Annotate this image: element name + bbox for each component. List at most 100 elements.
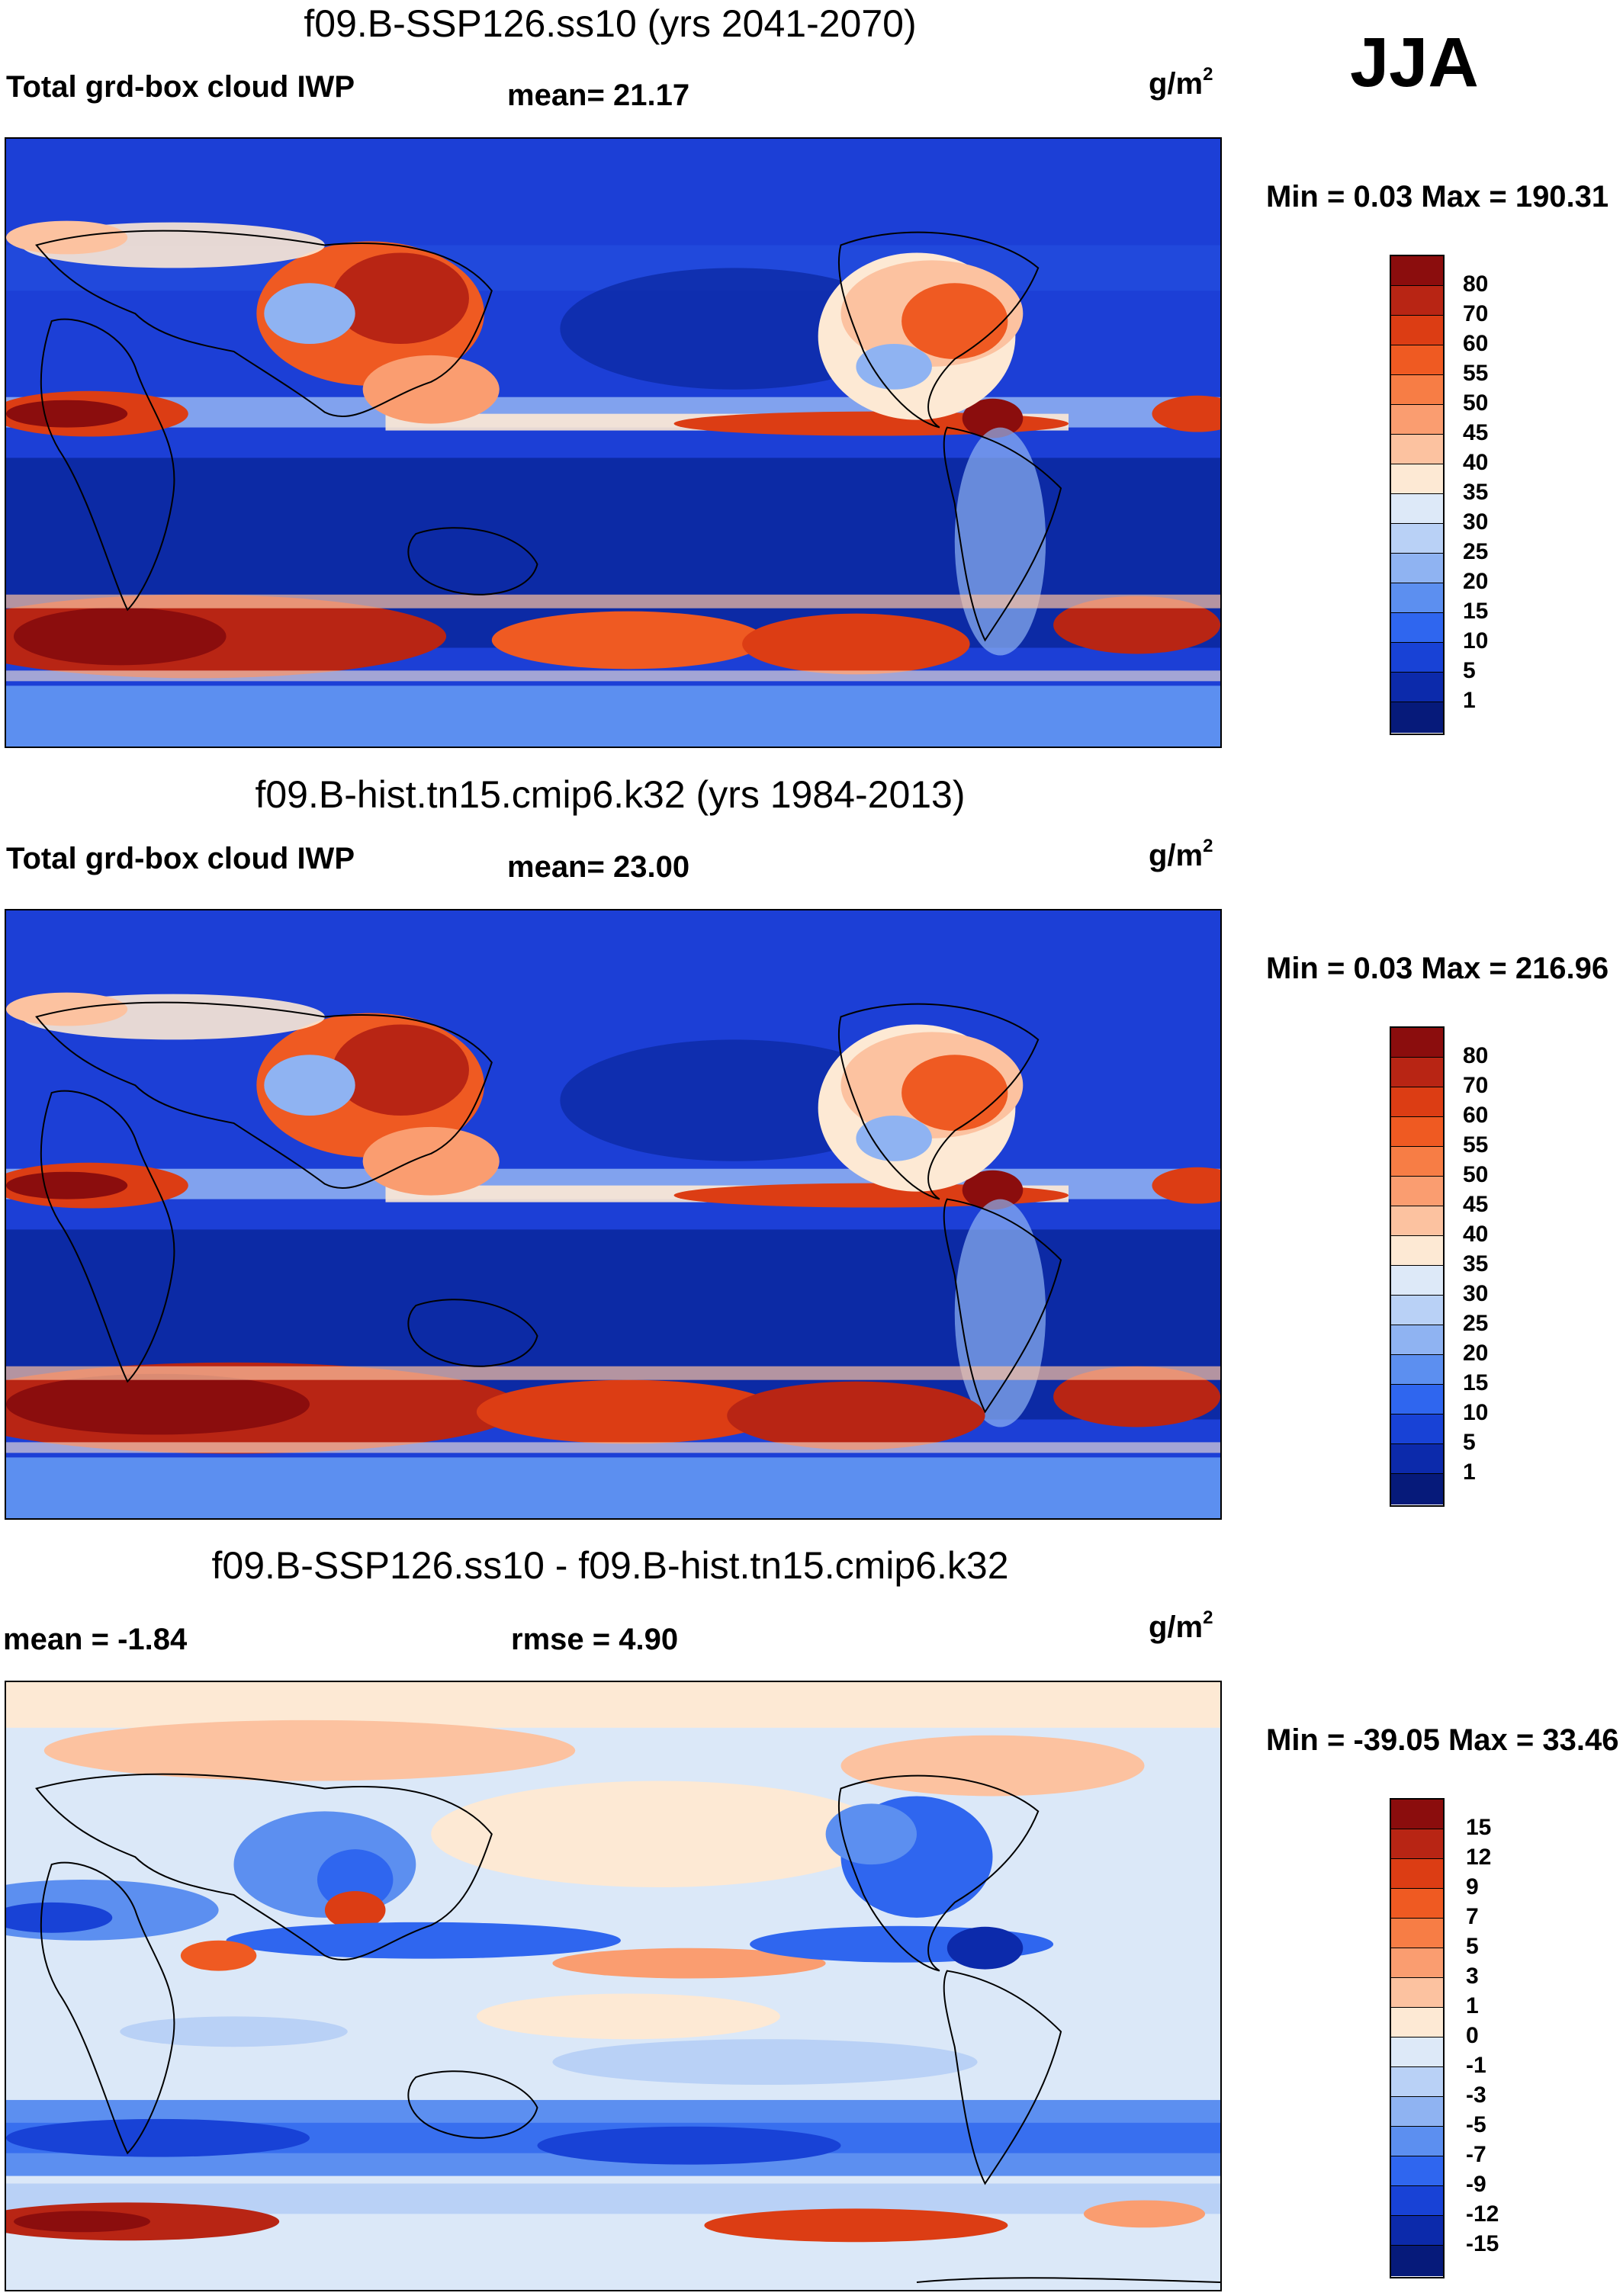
panel3-colorbar-seg: [1391, 1800, 1443, 1829]
panel1-colorbar-seg: [1391, 494, 1443, 524]
panel2-units: g/m2: [1149, 836, 1213, 872]
panel2-colorbar-seg: [1391, 1236, 1443, 1266]
panel1-colorbar-label: 15: [1463, 599, 1489, 624]
panel2-colorbar-label: 1: [1463, 1459, 1476, 1485]
panel2-colorbar-label: 55: [1463, 1132, 1489, 1158]
panel1-colorbar-seg: [1391, 643, 1443, 673]
panel2-colorbar-label: 50: [1463, 1162, 1489, 1187]
panel1-colorbar-label: 1: [1463, 688, 1476, 713]
panel3-units: g/m2: [1149, 1607, 1213, 1644]
panel3-colorbar-label: -9: [1466, 2172, 1486, 2197]
panel1-colorbar-seg: [1391, 256, 1443, 286]
panel2-mean-label: mean= 23.00: [507, 850, 690, 884]
panel1-map: [5, 137, 1222, 748]
panel3-colorbar-label: 9: [1466, 1874, 1479, 1899]
panel2-colorbar-seg: [1391, 1087, 1443, 1117]
panel2-colorbar-seg: [1391, 1474, 1443, 1504]
panel3-colorbar-seg: [1391, 2186, 1443, 2216]
panel2-colorbar-seg: [1391, 1385, 1443, 1415]
panel3-minmax: Min = -39.05 Max = 33.46: [1266, 1723, 1619, 1757]
panel3-colorbar-seg: [1391, 1948, 1443, 1978]
panel1-colorbar-label: 50: [1463, 390, 1489, 416]
panel2-colorbar-label: 10: [1463, 1400, 1489, 1425]
panel1-colorbar-label: 30: [1463, 509, 1489, 535]
panel1-colorbar-seg: [1391, 702, 1443, 733]
panel3-colorbar-seg: [1391, 2216, 1443, 2246]
panel3-map: [5, 1681, 1222, 2291]
panel3-colorbar-seg: [1391, 1889, 1443, 1919]
panel1-colorbar-seg: [1391, 286, 1443, 316]
panel2-colorbar-seg: [1391, 1355, 1443, 1385]
panel1-mean-label: mean= 21.17: [507, 79, 690, 112]
panel2-colorbar-label: 80: [1463, 1043, 1489, 1068]
panel1-colorbar-label: 45: [1463, 420, 1489, 445]
panel2-minmax: Min = 0.03 Max = 216.96: [1266, 952, 1609, 985]
panel3-colorbar-label: 15: [1466, 1815, 1492, 1840]
panel3-colorbar-label: -1: [1466, 2053, 1486, 2078]
panel2-colorbar-label: 70: [1463, 1073, 1489, 1098]
panel2-title: f09.B-hist.tn15.cmip6.k32 (yrs 1984-2013…: [255, 773, 966, 816]
panel1-minmax: Min = 0.03 Max = 190.31: [1266, 180, 1609, 214]
panel3-colorbar-seg: [1391, 2067, 1443, 2097]
panel3-colorbar: [1390, 1798, 1445, 2278]
panel3-colorbar-label: -15: [1466, 2231, 1499, 2256]
panel1-title: f09.B-SSP126.ss10 (yrs 2041-2070): [304, 2, 917, 45]
panel3-mean-label: mean = -1.84: [3, 1623, 188, 1656]
panel3-rmse-label: rmse = 4.90: [511, 1623, 679, 1656]
panel1-colorbar-label: 70: [1463, 301, 1489, 326]
panel2-colorbar-seg: [1391, 1266, 1443, 1296]
panel2-colorbar-seg: [1391, 1147, 1443, 1177]
panel1-colorbar-label: 5: [1463, 658, 1476, 683]
panel2-colorbar-seg: [1391, 1206, 1443, 1236]
panel1-colorbar-seg: [1391, 464, 1443, 494]
panel1-units: g/m2: [1149, 64, 1213, 101]
panel1-colorbar-seg: [1391, 583, 1443, 613]
panel1-colorbar-label: 60: [1463, 331, 1489, 356]
panel1-colorbar-seg: [1391, 613, 1443, 643]
panel3-colorbar-seg: [1391, 1829, 1443, 1859]
panel1-colorbar-seg: [1391, 316, 1443, 345]
panel1-colorbar-seg: [1391, 375, 1443, 405]
panel3-colorbar-label: -5: [1466, 2112, 1486, 2137]
panel3-colorbar-label: 3: [1466, 1964, 1479, 1989]
panel1-variable-label: Total grd-box cloud IWP: [6, 70, 355, 104]
panel2-colorbar-seg: [1391, 1028, 1443, 1058]
panel2-colorbar-label: 45: [1463, 1192, 1489, 1217]
panel3-colorbar-seg: [1391, 1919, 1443, 1948]
panel1-colorbar-label: 20: [1463, 569, 1489, 594]
panel1-colorbar-label: 80: [1463, 271, 1489, 297]
panel1-colorbar-seg: [1391, 524, 1443, 554]
panel3-colorbar-label: 1: [1466, 1993, 1479, 2018]
panel2-colorbar-seg: [1391, 1415, 1443, 1444]
panel2-colorbar-label: 35: [1463, 1251, 1489, 1276]
season-label: JJA: [1350, 24, 1479, 101]
panel1-colorbar-label: 10: [1463, 628, 1489, 653]
panel3-colorbar-label: -12: [1466, 2201, 1499, 2227]
panel3-title: f09.B-SSP126.ss10 - f09.B-hist.tn15.cmip…: [211, 1544, 1009, 1587]
panel2-colorbar: [1390, 1026, 1445, 1507]
panel3-colorbar-label: -3: [1466, 2082, 1486, 2108]
panel3-colorbar-label: 0: [1466, 2023, 1479, 2048]
panel1-colorbar-seg: [1391, 435, 1443, 464]
panel3-colorbar-label: 5: [1466, 1934, 1479, 1959]
panel1-colorbar-seg: [1391, 673, 1443, 702]
panel2-colorbar-label: 15: [1463, 1370, 1489, 1395]
panel3-colorbar-seg: [1391, 1859, 1443, 1889]
panel1-colorbar-label: 25: [1463, 539, 1489, 564]
panel1-colorbar-label: 55: [1463, 361, 1489, 386]
panel3-colorbar-label: -7: [1466, 2142, 1486, 2167]
panel3-colorbar-seg: [1391, 2246, 1443, 2276]
panel2-colorbar-seg: [1391, 1296, 1443, 1325]
panel3-colorbar-seg: [1391, 2127, 1443, 2156]
panel2-colorbar-seg: [1391, 1444, 1443, 1474]
panel1-colorbar-seg: [1391, 345, 1443, 375]
panel2-map: [5, 909, 1222, 1520]
panel3-colorbar-seg: [1391, 2008, 1443, 2037]
panel2-colorbar-label: 60: [1463, 1103, 1489, 1128]
panel2-colorbar-seg: [1391, 1117, 1443, 1147]
panel1-colorbar-label: 40: [1463, 450, 1489, 475]
panel2-colorbar-seg: [1391, 1177, 1443, 1206]
panel2-colorbar-label: 40: [1463, 1222, 1489, 1247]
panel2-colorbar-label: 30: [1463, 1281, 1489, 1306]
panel1-colorbar-label: 35: [1463, 480, 1489, 505]
